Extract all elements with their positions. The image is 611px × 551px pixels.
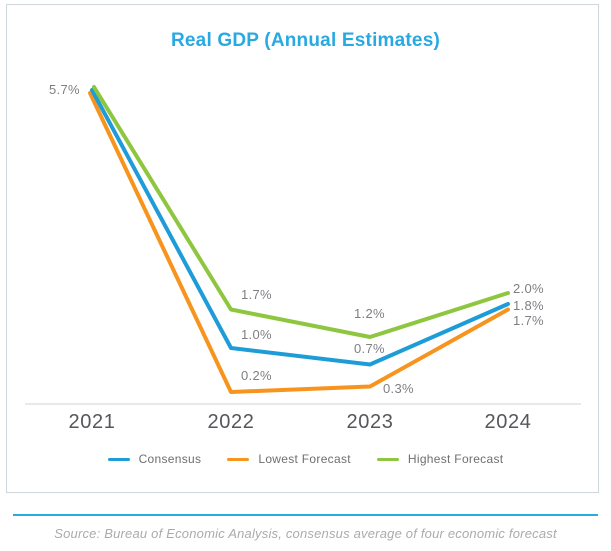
legend-label-consensus: Consensus [138,452,202,466]
legend-item-consensus: Consensus [107,452,202,466]
legend-item-highest-forecast: Highest Forecast [376,452,504,466]
source-note: Source: Bureau of Economic Analysis, con… [54,526,557,541]
data-label-2023-lowest: 0.3% [383,381,414,396]
x-axis-tick-2024: 2024 [484,411,532,433]
data-label-2021-all: 5.7% [49,82,80,97]
highest-forecast-line-swatch-icon [376,457,399,461]
x-axis-tick-2021: 2021 [68,411,116,433]
lowest-forecast-line-swatch-icon [227,457,250,461]
data-label-2022-consensus: 1.0% [241,327,272,342]
data-label-2022-highest: 1.7% [241,287,272,302]
footer-divider-line [13,514,598,516]
legend-label-highest-forecast: Highest Forecast [407,452,504,466]
data-label-2023-consensus: 0.7% [354,341,385,356]
data-label-2022-lowest: 0.2% [241,368,272,383]
data-label-2024-lowest: 1.7% [513,313,544,328]
chart-legend: Consensus Lowest Forecast Highest Foreca… [0,452,611,466]
x-axis-tick-2022: 2022 [207,411,255,433]
consensus-line-swatch-icon [107,457,130,461]
x-axis-tick-2023: 2023 [346,411,394,433]
x-axis-line [25,403,581,405]
data-label-2023-highest: 1.2% [354,306,385,321]
data-label-2024-consensus: 1.8% [513,298,544,313]
legend-item-lowest-forecast: Lowest Forecast [227,452,351,466]
data-label-2024-highest: 2.0% [513,281,544,296]
chart-title: Real GDP (Annual Estimates) [170,30,440,51]
legend-label-lowest-forecast: Lowest Forecast [258,452,351,466]
